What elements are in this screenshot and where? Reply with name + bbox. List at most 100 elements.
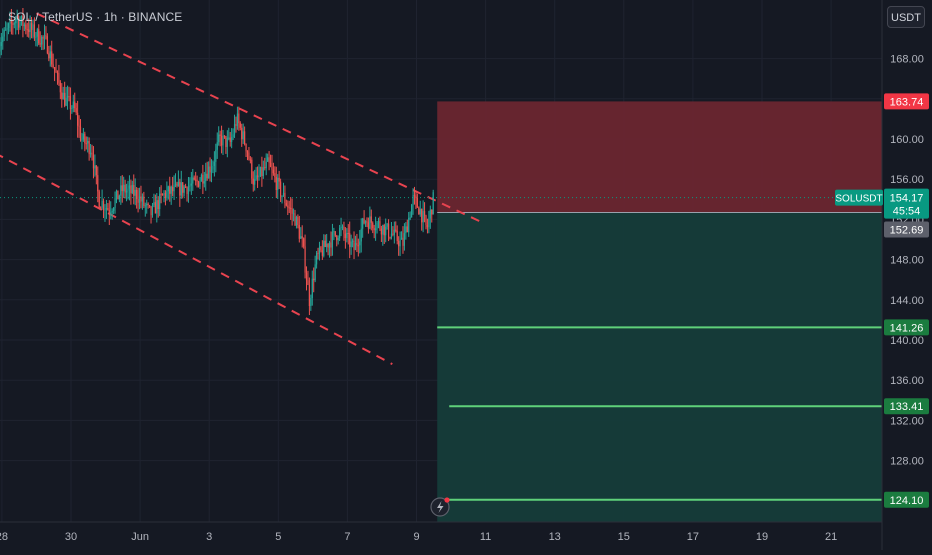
candle xyxy=(326,234,327,252)
candle xyxy=(227,130,228,157)
candle-body xyxy=(407,226,408,232)
candle xyxy=(304,235,305,279)
candle xyxy=(228,128,229,140)
price-tick-label: 156.00 xyxy=(890,174,924,186)
candle-body xyxy=(27,29,28,30)
candle xyxy=(231,128,232,148)
candle xyxy=(388,219,389,241)
candle-body xyxy=(312,279,313,298)
candle xyxy=(325,235,326,248)
candle-body xyxy=(148,204,149,205)
candle xyxy=(169,177,170,202)
candle xyxy=(214,151,215,176)
candle xyxy=(351,235,352,255)
candle xyxy=(293,208,294,221)
candle-body xyxy=(379,221,380,228)
candle xyxy=(96,165,97,184)
candle xyxy=(83,128,84,142)
candle xyxy=(90,144,91,158)
candle-body xyxy=(81,140,82,141)
candle xyxy=(423,200,424,232)
lightning-icon[interactable] xyxy=(431,497,450,516)
candle xyxy=(323,234,324,257)
candle-body xyxy=(332,232,333,248)
candle-body xyxy=(251,160,252,179)
candle-body xyxy=(195,180,196,181)
candle xyxy=(103,199,104,219)
candle xyxy=(107,203,108,211)
candle-body xyxy=(271,167,272,170)
candle-body xyxy=(300,236,301,239)
candle-body xyxy=(358,245,359,246)
candle-body xyxy=(169,186,170,193)
candle-body xyxy=(267,157,268,161)
candle-body xyxy=(277,178,278,190)
currency-button[interactable]: USDT xyxy=(887,6,925,28)
candle-body xyxy=(120,185,121,195)
header-dot: · xyxy=(93,10,104,24)
candle xyxy=(165,190,166,205)
candle xyxy=(280,179,281,202)
candle-body xyxy=(87,141,88,143)
candle xyxy=(286,200,287,207)
candle-body xyxy=(25,24,26,29)
candle-body xyxy=(159,194,160,209)
candle-body xyxy=(351,242,352,248)
candle xyxy=(77,101,78,138)
candle-body xyxy=(329,242,330,247)
candle-body xyxy=(234,124,235,134)
time-tick-label: 21 xyxy=(825,531,837,543)
candle-body xyxy=(320,247,321,250)
candle-body xyxy=(325,241,326,247)
candle-body xyxy=(110,212,111,213)
candle-body xyxy=(290,208,291,209)
time-tick-label: Jun xyxy=(131,531,149,543)
symbol-quote: TetherUS xyxy=(42,10,93,24)
candle-body xyxy=(363,219,364,224)
candle-body xyxy=(399,240,400,247)
candle-body xyxy=(356,243,357,245)
candle xyxy=(378,218,379,228)
price-tick-label: 160.00 xyxy=(890,134,924,146)
candle-body xyxy=(127,188,128,190)
candle-body xyxy=(333,231,334,232)
candle-body xyxy=(48,53,49,58)
candle xyxy=(340,218,341,236)
candle xyxy=(247,150,248,160)
candle xyxy=(307,271,308,285)
candle xyxy=(97,166,98,202)
candle-body xyxy=(139,196,140,202)
candle-body xyxy=(425,216,426,225)
candle xyxy=(424,202,425,222)
candle xyxy=(159,187,160,216)
candle-body xyxy=(372,223,373,228)
candle-body xyxy=(238,114,239,124)
candle-body xyxy=(172,187,173,191)
candle-body xyxy=(2,37,3,43)
candle-body xyxy=(401,238,402,240)
candle xyxy=(281,195,282,203)
candle xyxy=(179,179,180,207)
candle-body xyxy=(5,30,6,31)
candle xyxy=(113,207,114,214)
candle xyxy=(195,172,196,186)
symbol-price-label: SOLUSDT xyxy=(835,190,883,206)
candle xyxy=(2,28,3,49)
interval-label: 1h xyxy=(104,10,118,24)
candle-body xyxy=(376,223,377,228)
candle xyxy=(382,225,383,246)
candle xyxy=(404,223,405,250)
candle-body xyxy=(153,202,154,205)
time-tick-label: 17 xyxy=(687,531,699,543)
candle-body xyxy=(194,178,195,180)
candle xyxy=(133,174,134,204)
candle xyxy=(163,190,164,202)
candle-body xyxy=(181,182,182,195)
symbol-header[interactable]: SOL / TetherUS · 1h · BINANCE xyxy=(8,10,182,24)
candle-body xyxy=(257,175,258,177)
candle-body xyxy=(366,221,367,222)
candle-body xyxy=(68,96,69,97)
